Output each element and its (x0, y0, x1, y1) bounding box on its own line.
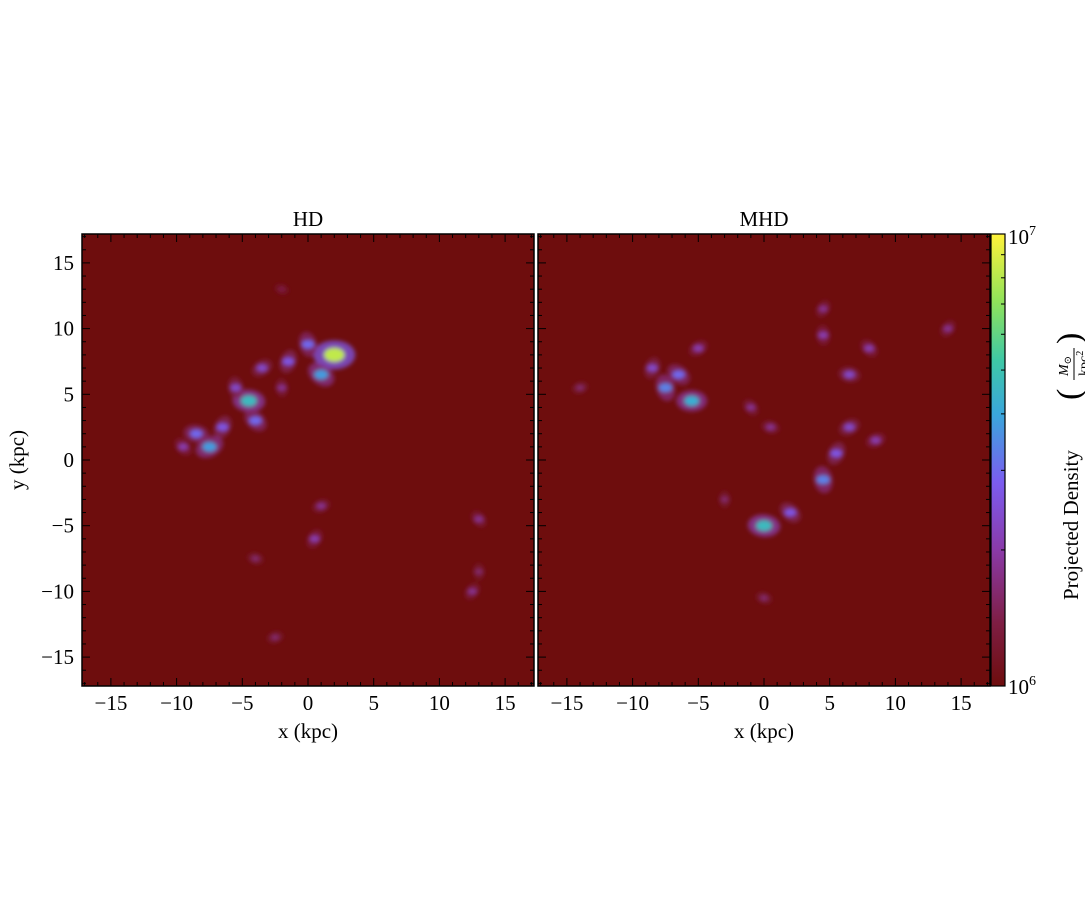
density-core-hd-20 (278, 286, 286, 292)
x-tick-label-mhd: 0 (759, 691, 770, 715)
x-tick-label-hd: 5 (368, 691, 379, 715)
heatmap-features-mhd (571, 300, 956, 605)
x-tick-labels-mhd: −15 −10 −5 0 5 10 15 (550, 691, 971, 715)
colorbar-unit-left-paren: ( (1051, 389, 1085, 400)
density-core-hd-8 (216, 423, 229, 432)
density-core-mhd-0 (684, 395, 700, 407)
density-core-mhd-1 (672, 370, 685, 379)
colorbar-title-text: Projected Density (1059, 450, 1083, 600)
colorbar-max-exponent: 7 (1029, 224, 1036, 239)
density-core-mhd-19 (575, 384, 585, 391)
ticks-mhd (538, 234, 990, 686)
density-core-hd-19 (270, 634, 280, 641)
density-core-mhd-9 (843, 423, 855, 431)
y-tick-label-hd: 0 (64, 448, 75, 472)
density-core-hd-3 (282, 357, 295, 366)
density-core-mhd-4 (693, 344, 704, 352)
heatmap-background-hd (82, 234, 534, 686)
x-tick-label-mhd: −15 (550, 691, 583, 715)
colorbar-unit-denominator: kpc2 (1075, 351, 1085, 376)
density-core-mhd-7 (816, 475, 830, 485)
y-axis-label-hd: y (kpc) (5, 430, 29, 490)
density-core-mhd-20 (759, 595, 769, 601)
density-core-hd-2 (301, 339, 315, 349)
ticks-hd (82, 234, 534, 686)
colorbar-gradient (991, 234, 1005, 686)
density-core-hd-16 (474, 515, 484, 523)
colorbar: 107 106 Projected Density ( M⊙ kpc2 ) (990, 224, 1085, 699)
density-core-hd-5 (240, 395, 257, 407)
density-core-mhd-15 (765, 423, 776, 431)
x-tick-label-mhd: −5 (687, 691, 709, 715)
density-core-mhd-3 (646, 364, 658, 372)
x-tick-label-mhd: 5 (824, 691, 835, 715)
x-tick-label-hd: −15 (94, 691, 127, 715)
colorbar-max-label: 107 (1008, 224, 1036, 249)
colorbar-min-exponent: 6 (1029, 674, 1036, 689)
panel-title-mhd: MHD (739, 207, 788, 231)
density-core-hd-10 (189, 429, 203, 439)
x-tick-label-mhd: −10 (616, 691, 649, 715)
x-tick-label-mhd: 10 (885, 691, 906, 715)
y-tick-label-hd: −5 (52, 514, 74, 538)
density-core-hd-0 (323, 347, 345, 363)
x-axis-label-hd: x (kpc) (278, 719, 338, 743)
density-core-mhd-8 (830, 449, 843, 458)
x-axis-label-mhd: x (kpc) (734, 719, 794, 743)
y-tick-labels-hd: −15 −10 −5 0 5 10 15 (41, 251, 74, 669)
density-core-hd-7 (230, 383, 242, 392)
density-core-mhd-18 (943, 325, 953, 332)
colorbar-title: Projected Density ( M⊙ kpc2 ) (1051, 333, 1085, 600)
density-core-hd-14 (316, 502, 326, 510)
y-tick-label-hd: 5 (64, 382, 75, 406)
density-core-mhd-14 (870, 436, 881, 444)
density-core-hd-17 (474, 568, 483, 575)
density-core-mhd-10 (843, 370, 855, 379)
density-core-hd-13 (309, 535, 320, 543)
density-core-hd-4 (256, 364, 268, 372)
y-tick-label-hd: 10 (53, 317, 74, 341)
x-tick-label-hd: 10 (429, 691, 450, 715)
density-core-mhd-12 (818, 331, 829, 339)
heatmap-features-hd (174, 283, 487, 644)
density-core-mhd-6 (784, 508, 797, 517)
y-tick-label-hd: 15 (53, 251, 74, 275)
density-core-mhd-17 (720, 496, 729, 503)
density-core-mhd-5 (755, 520, 773, 532)
density-core-mhd-13 (818, 305, 828, 313)
panel-mhd: MHD −15 −10 −5 0 5 10 15 x (kpc) (537, 207, 991, 743)
colorbar-min-label: 106 (1008, 674, 1036, 699)
x-tick-label-hd: −10 (160, 691, 193, 715)
y-tick-label-hd: −15 (41, 645, 74, 669)
colorbar-unit-numerator: M⊙ (1057, 356, 1074, 377)
colorbar-unit-right-paren: ) (1051, 333, 1085, 344)
x-tick-label-hd: 15 (495, 691, 516, 715)
density-core-hd-18 (467, 588, 477, 595)
heatmap-background-mhd (538, 234, 990, 686)
density-core-hd-6 (249, 416, 262, 425)
density-core-hd-1 (313, 369, 329, 380)
density-core-mhd-11 (864, 344, 875, 352)
x-tick-labels-hd: −15 −10 −5 0 5 10 15 (94, 691, 515, 715)
panel-hd: HD −15 −10 −5 0 5 10 15 −15 −10 −5 0 5 10 15 x (kpc)… (5, 207, 535, 743)
y-tick-label-hd: −10 (41, 579, 74, 603)
colorbar-max-base: 10 (1008, 225, 1029, 249)
x-tick-label-hd: 0 (303, 691, 314, 715)
density-core-mhd-16 (746, 404, 756, 411)
colorbar-frame (990, 233, 1006, 687)
density-core-hd-11 (178, 443, 189, 451)
x-tick-label-hd: −5 (231, 691, 253, 715)
x-tick-label-mhd: 15 (951, 691, 972, 715)
density-core-hd-9 (202, 441, 217, 452)
panel-title-hd: HD (293, 207, 323, 231)
density-core-mhd-2 (658, 383, 673, 393)
density-core-hd-12 (277, 384, 287, 391)
density-core-hd-15 (251, 555, 260, 562)
colorbar-min-base: 10 (1008, 675, 1029, 699)
